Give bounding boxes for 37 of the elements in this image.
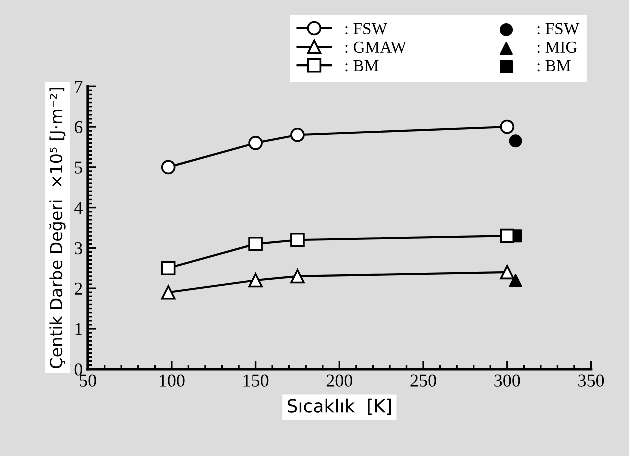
x-tick-label: 300 xyxy=(494,374,520,387)
legend-label: : FSW xyxy=(538,23,580,35)
point xyxy=(161,160,176,175)
point xyxy=(248,273,263,288)
x-tick-label: 50 xyxy=(80,374,96,387)
point xyxy=(509,274,522,288)
legend-label: : MIG xyxy=(538,42,578,54)
x-tick-label: 200 xyxy=(326,374,353,387)
point xyxy=(248,136,263,150)
y-tick-label: 3 xyxy=(75,242,82,255)
point xyxy=(248,237,263,252)
legend-label: : GMAW xyxy=(346,42,406,54)
y-tick-label: 4 xyxy=(74,202,83,214)
x-axis-title: Sıcaklık [K] xyxy=(288,398,392,416)
legend-label: : BM xyxy=(346,60,379,72)
point xyxy=(500,228,515,244)
y-tick-label: 7 xyxy=(75,81,83,93)
x-tick-label: 250 xyxy=(410,374,436,387)
point xyxy=(161,285,176,300)
point xyxy=(290,269,305,284)
legend-label: : BM xyxy=(538,60,571,72)
legend-label: : FSW xyxy=(346,23,388,35)
point xyxy=(290,128,305,142)
y-tick-label: 5 xyxy=(75,162,82,174)
x-tick-label: 100 xyxy=(160,374,185,387)
point xyxy=(500,265,515,280)
y-tick-label: 0 xyxy=(74,364,83,376)
point xyxy=(500,120,515,134)
y-tick-label: 1 xyxy=(76,323,82,336)
y-tick-label: 6 xyxy=(74,121,83,134)
y-axis-title: Çentik Darbe Değeri ×10⁵ [J·m⁻²] xyxy=(49,88,66,368)
x-tick-label: 150 xyxy=(244,374,269,387)
point xyxy=(509,134,522,148)
y-tick-label: 2 xyxy=(74,282,82,295)
x-tick-label: 350 xyxy=(578,374,604,387)
point xyxy=(290,232,305,248)
point xyxy=(161,261,176,276)
